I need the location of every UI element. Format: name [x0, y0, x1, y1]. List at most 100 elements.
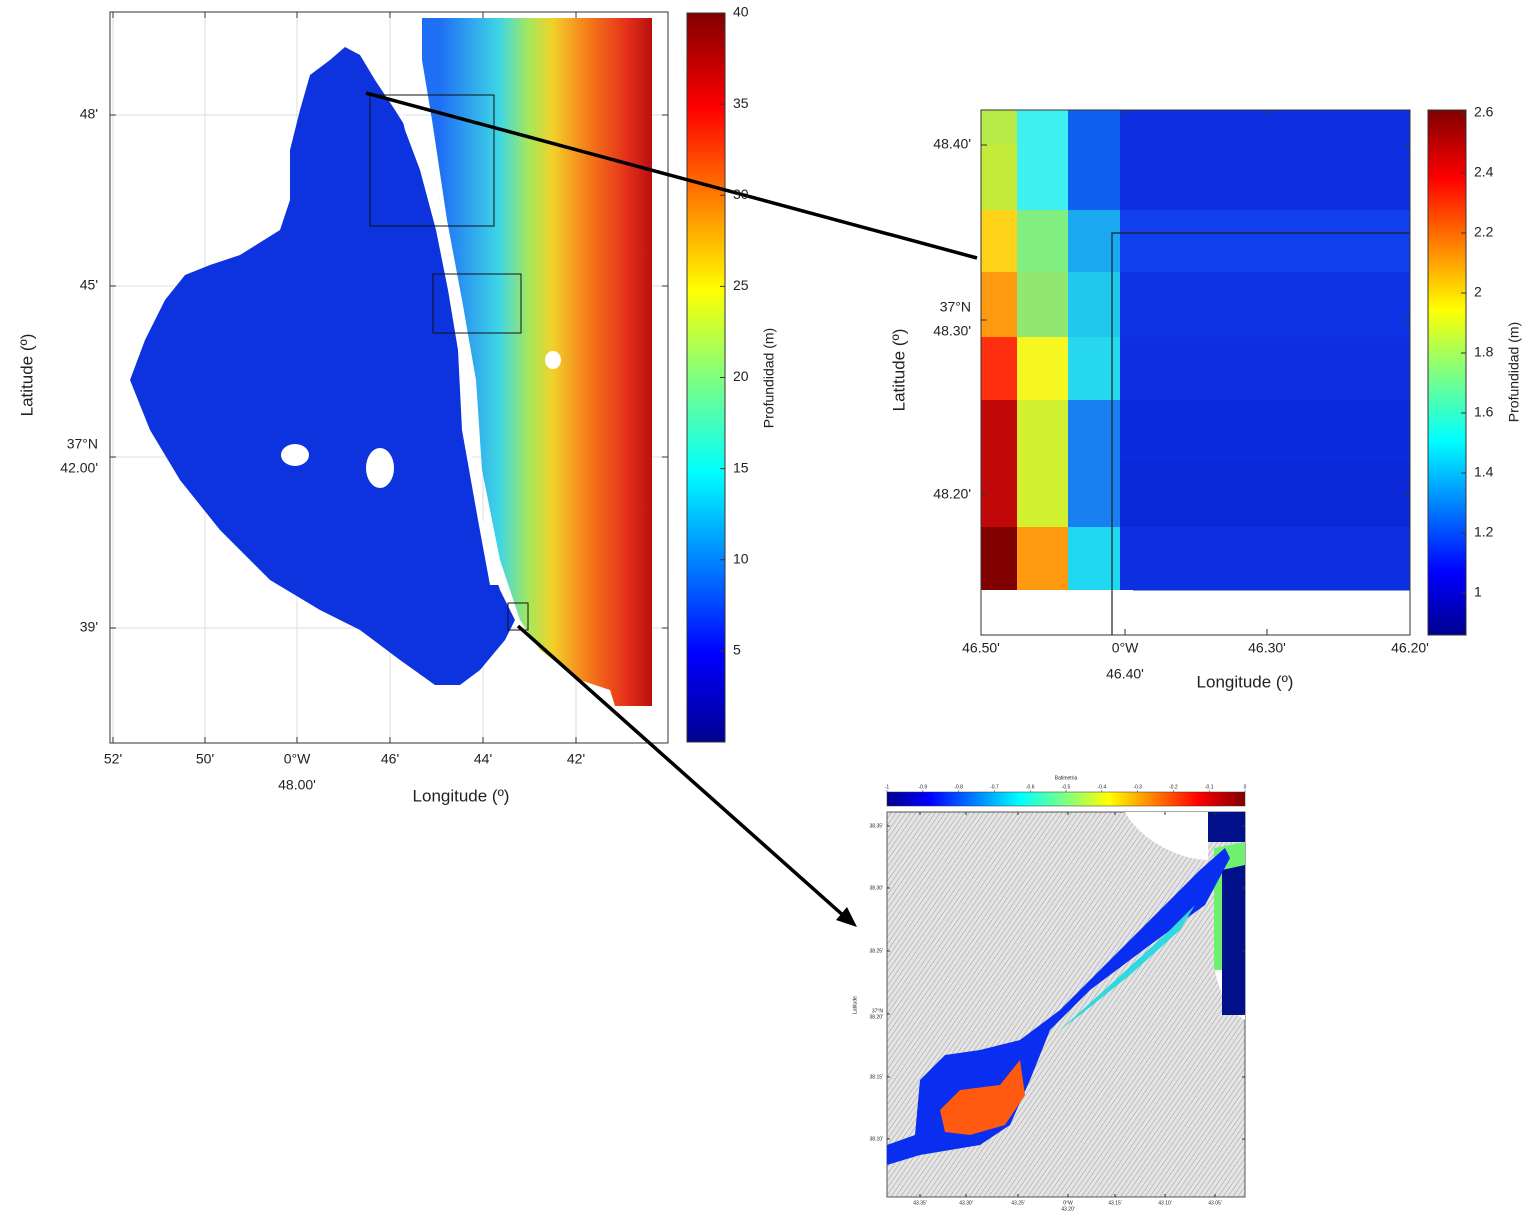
x-tick-label: 46.30' [1248, 640, 1286, 656]
colorbar-tick-label: 2.4 [1474, 164, 1494, 180]
x-tick-label: 44' [474, 751, 492, 767]
grid-cell [1120, 110, 1411, 146]
zoom-grid-cells [981, 110, 1411, 591]
x-tick-label: 43.20' [1061, 1206, 1075, 1212]
deep-area [1222, 865, 1245, 1015]
grid-cell [1120, 337, 1411, 401]
grid-cell [1120, 145, 1411, 211]
colorbar-tick-label: 20 [733, 368, 749, 384]
grid-cell [981, 400, 1018, 463]
x-axis-label: Longitude (º) [413, 786, 510, 805]
grid-cell [981, 462, 1018, 528]
island [545, 351, 561, 369]
land [1125, 812, 1208, 860]
y-axis-label: Latitude (º) [889, 329, 908, 412]
y-tick-label: 38.25' [870, 948, 884, 954]
grid-cell [1017, 462, 1069, 528]
colorbar-tick-label: -0.4 [1097, 784, 1106, 790]
colorbar-tick-label: -0.3 [1133, 784, 1142, 790]
no-data [981, 590, 1133, 635]
grid-cell [1068, 462, 1121, 528]
grid-cell [1120, 272, 1411, 338]
y-axis-label: Latitude [852, 996, 858, 1014]
zoom-plot-frame [980, 109, 1411, 636]
colorbar-tick-label: 1.4 [1474, 464, 1494, 480]
grid-cell [981, 337, 1018, 401]
x-tick-label: 48.00' [278, 777, 316, 793]
x-tick-label: 0°W [1112, 640, 1139, 656]
colorbar-tick-label: -0.6 [1026, 784, 1035, 790]
colorbar-tick-label: -1 [885, 784, 890, 790]
colorbar-label: Profundidad (m) [761, 328, 777, 428]
colorbar-tick-label: 1.8 [1474, 344, 1494, 360]
colorbar-tick-label: 25 [733, 277, 749, 293]
arrow-head [836, 907, 857, 927]
colorbar-tick-label: 40 [733, 4, 749, 20]
x-tick-label: 42' [567, 751, 585, 767]
colorbar [1427, 109, 1467, 636]
x-tick-label: 0°W [1063, 1200, 1073, 1206]
y-tick-label: 48.30' [933, 323, 971, 339]
no-data [1320, 612, 1410, 635]
zoom-box [507, 602, 529, 631]
lagoon [130, 47, 515, 685]
x-tick-label: 43.15' [1108, 1200, 1122, 1206]
y-tick-label: 37°N [940, 299, 971, 315]
shallow-area [1214, 842, 1245, 970]
grid-cell [1068, 527, 1121, 591]
y-tick-label: 48.40' [933, 136, 971, 152]
x-tick-label: 43.35' [913, 1200, 927, 1206]
connector [365, 91, 978, 260]
x-tick-label: 43.25' [1011, 1200, 1025, 1206]
y-tick-label: 42.00' [60, 460, 98, 476]
grid-cell [1068, 337, 1121, 401]
island [366, 448, 394, 488]
colorbar-tick-label: 1.2 [1474, 524, 1494, 540]
grid-cell [1068, 145, 1121, 211]
x-axis-label: Longitude (º) [1197, 672, 1294, 691]
grid-cell [1017, 145, 1069, 211]
y-axis-label: Latitude (º) [17, 334, 36, 417]
colorbar-tick-label: 0 [1244, 784, 1247, 790]
colorbar-tick-label: 30 [733, 186, 749, 202]
grid-cell [1017, 272, 1069, 338]
colorbar-tick-label: 2 [1474, 284, 1482, 300]
y-tick-label: 38.10' [870, 1136, 884, 1142]
colorbar-tick-label: -0.1 [1205, 784, 1214, 790]
grid-cell [981, 145, 1018, 211]
y-tick-label: 38.35' [870, 823, 884, 829]
colorbar-tick-label: 2.2 [1474, 224, 1494, 240]
grid-cell [1017, 337, 1069, 401]
grid-cell [1068, 400, 1121, 463]
grid-cell [981, 272, 1018, 338]
colorbar-tick-label: -0.9 [918, 784, 927, 790]
y-tick-label: 39' [80, 619, 98, 635]
channel-bathymetry [940, 1060, 1025, 1135]
deep-area [1208, 812, 1245, 842]
colorbar-label: Profundidad (m) [1506, 322, 1522, 422]
x-tick-label: 52' [104, 751, 122, 767]
grid-cell [1068, 110, 1121, 146]
colorbar-tick-label: 1 [1474, 584, 1482, 600]
grid-cell [981, 527, 1018, 591]
zoom-inner-box [1111, 232, 1410, 635]
grid-cell [1068, 272, 1121, 338]
y-tick-label: 38.20' [870, 1014, 884, 1020]
sea-bathymetry [422, 18, 652, 706]
grid-cell [1017, 110, 1069, 146]
zoom-box [369, 94, 495, 227]
y-tick-label: 37°N [67, 436, 98, 452]
grid-cell [981, 210, 1018, 273]
x-tick-label: 43.30' [959, 1200, 973, 1206]
colorbar [886, 791, 1246, 807]
zoom-box [432, 273, 522, 334]
y-tick-label: 37°N [872, 1008, 884, 1014]
grid-cell [1017, 210, 1069, 273]
x-tick-label: 0°W [284, 751, 311, 767]
x-tick-label: 43.05' [1208, 1200, 1222, 1206]
colorbar-tick-label: 1.6 [1474, 404, 1494, 420]
y-tick-label: 48' [80, 106, 98, 122]
colorbar-tick-label: 2.6 [1474, 104, 1494, 120]
x-tick-label: 43.10' [1158, 1200, 1172, 1206]
